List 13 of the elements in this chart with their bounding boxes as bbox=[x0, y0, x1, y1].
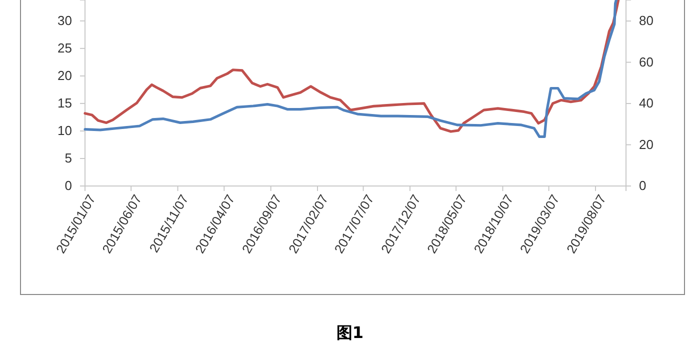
y-tick-label: 10 bbox=[58, 123, 72, 138]
y2-tick-label: 80 bbox=[639, 13, 654, 28]
y2-tick-label: 60 bbox=[639, 54, 654, 70]
text: 图1 bbox=[336, 323, 364, 342]
y-tick-label: 0 bbox=[64, 178, 72, 194]
y-tick-label: 25 bbox=[58, 40, 72, 56]
y2-tick-label: 40 bbox=[639, 96, 654, 111]
y-tick-label: 5 bbox=[64, 150, 72, 166]
y-tick-label: 20 bbox=[58, 68, 72, 84]
y2-tick-label: 20 bbox=[639, 136, 654, 152]
y-tick-label: 15 bbox=[58, 96, 72, 111]
y2-tick-label: 0 bbox=[639, 178, 646, 194]
y-tick-label: 30 bbox=[58, 13, 72, 28]
